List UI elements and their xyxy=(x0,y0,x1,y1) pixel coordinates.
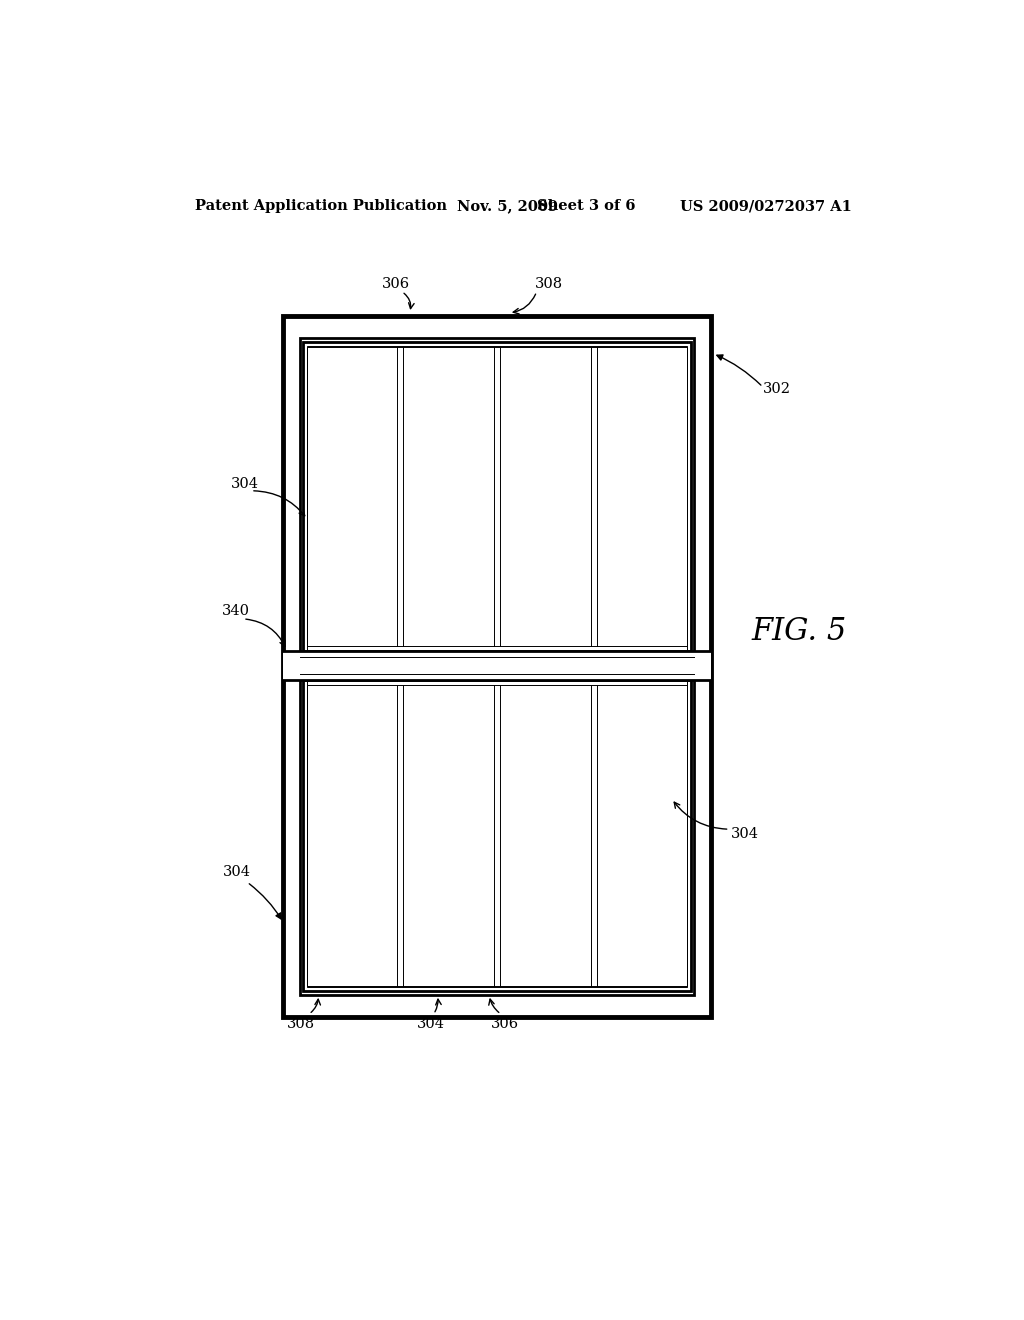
Text: 306: 306 xyxy=(490,1018,519,1031)
Text: 304: 304 xyxy=(223,865,251,879)
Text: Sheet 3 of 6: Sheet 3 of 6 xyxy=(537,199,635,213)
Bar xyxy=(306,346,687,987)
Text: 302: 302 xyxy=(763,381,791,396)
Text: 308: 308 xyxy=(287,1018,315,1031)
Text: 306: 306 xyxy=(382,277,411,292)
Bar xyxy=(303,680,690,991)
Text: 304: 304 xyxy=(417,1018,445,1031)
Text: Nov. 5, 2009: Nov. 5, 2009 xyxy=(458,199,558,213)
Bar xyxy=(283,651,712,680)
Text: 340: 340 xyxy=(221,603,250,618)
Text: US 2009/0272037 A1: US 2009/0272037 A1 xyxy=(680,199,851,213)
Bar xyxy=(307,347,687,647)
Text: FIG. 5: FIG. 5 xyxy=(751,615,846,647)
Text: 304: 304 xyxy=(731,828,759,841)
Bar xyxy=(300,338,694,995)
Text: Patent Application Publication: Patent Application Publication xyxy=(196,199,447,213)
Bar xyxy=(303,342,690,991)
Text: 304: 304 xyxy=(231,477,259,491)
Bar xyxy=(307,685,687,986)
Text: 308: 308 xyxy=(535,277,562,292)
Bar xyxy=(303,342,690,651)
Bar xyxy=(283,315,712,1018)
